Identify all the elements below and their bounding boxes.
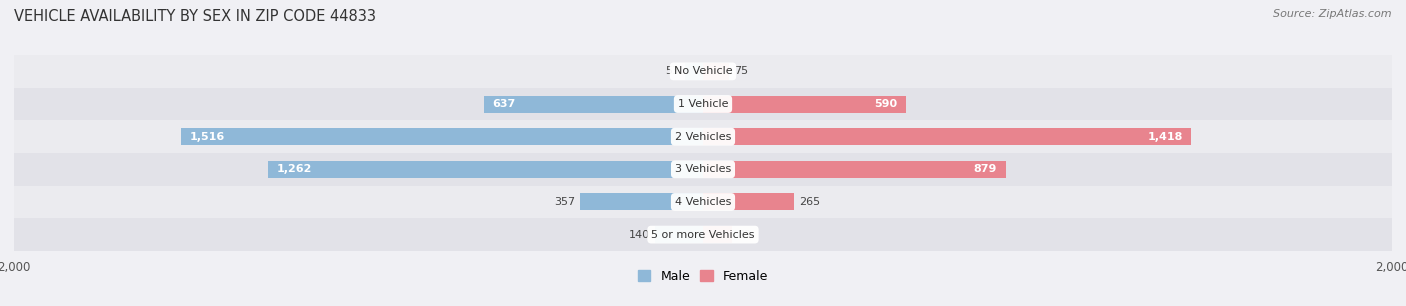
- Bar: [269, 161, 703, 178]
- Text: 1,516: 1,516: [190, 132, 225, 142]
- Bar: [655, 226, 703, 243]
- Text: 3 Vehicles: 3 Vehicles: [675, 164, 731, 174]
- Text: Source: ZipAtlas.com: Source: ZipAtlas.com: [1274, 9, 1392, 19]
- Bar: [14, 218, 1392, 251]
- Text: 4 Vehicles: 4 Vehicles: [675, 197, 731, 207]
- Text: No Vehicle: No Vehicle: [673, 66, 733, 76]
- Text: 1,418: 1,418: [1147, 132, 1182, 142]
- Bar: [14, 88, 1392, 120]
- Bar: [581, 193, 703, 211]
- Bar: [703, 128, 1191, 145]
- Bar: [14, 120, 1392, 153]
- Text: 53: 53: [665, 66, 679, 76]
- Text: 1 Vehicle: 1 Vehicle: [678, 99, 728, 109]
- Bar: [484, 95, 703, 113]
- Bar: [703, 193, 794, 211]
- Bar: [703, 161, 1005, 178]
- Text: VEHICLE AVAILABILITY BY SEX IN ZIP CODE 44833: VEHICLE AVAILABILITY BY SEX IN ZIP CODE …: [14, 9, 375, 24]
- Text: 590: 590: [875, 99, 897, 109]
- Bar: [703, 63, 728, 80]
- Text: 83: 83: [737, 230, 751, 240]
- Legend: Male, Female: Male, Female: [633, 265, 773, 288]
- Text: 265: 265: [800, 197, 821, 207]
- Text: 1,262: 1,262: [277, 164, 312, 174]
- Bar: [703, 95, 907, 113]
- Bar: [685, 63, 703, 80]
- Bar: [14, 186, 1392, 218]
- Text: 879: 879: [974, 164, 997, 174]
- Bar: [703, 226, 731, 243]
- Bar: [181, 128, 703, 145]
- Text: 140: 140: [628, 230, 650, 240]
- Text: 5 or more Vehicles: 5 or more Vehicles: [651, 230, 755, 240]
- Text: 2 Vehicles: 2 Vehicles: [675, 132, 731, 142]
- Text: 75: 75: [734, 66, 748, 76]
- Text: 637: 637: [492, 99, 516, 109]
- Text: 357: 357: [554, 197, 575, 207]
- Bar: [14, 153, 1392, 186]
- Bar: [14, 55, 1392, 88]
